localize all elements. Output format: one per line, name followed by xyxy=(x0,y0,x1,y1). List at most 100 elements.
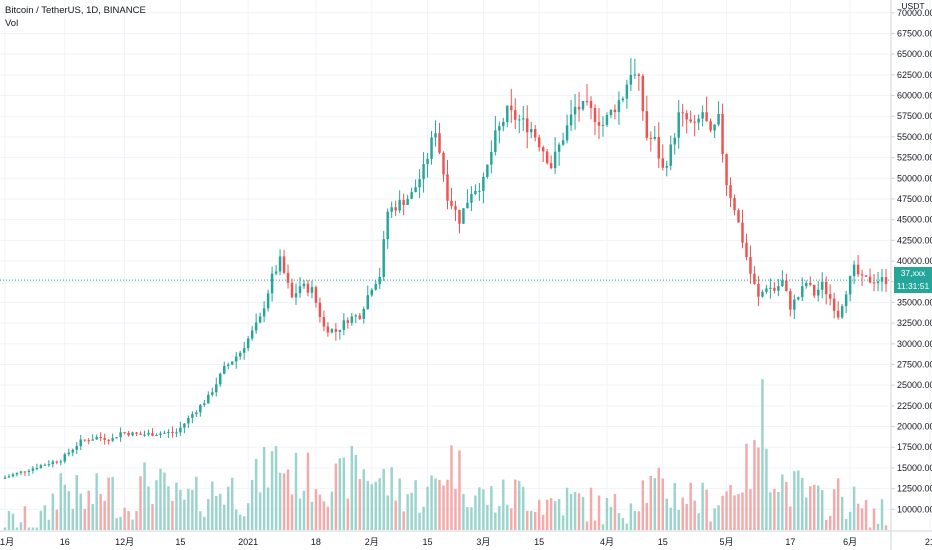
candle-body xyxy=(681,112,684,114)
volume-bar xyxy=(119,516,122,530)
volume-bar xyxy=(127,511,130,530)
volume-bar xyxy=(641,480,645,530)
volume-bar xyxy=(832,489,836,530)
volume-bar xyxy=(55,509,59,530)
candle-body xyxy=(820,281,824,290)
volume-bar xyxy=(541,514,545,530)
volume-bar xyxy=(211,481,214,530)
volume-bar xyxy=(836,478,840,530)
candle-body xyxy=(689,119,692,122)
candle-body xyxy=(593,107,597,122)
symbol-title[interactable]: Bitcoin / TetherUS, 1D, BINANCE xyxy=(5,5,146,16)
candle-body xyxy=(211,392,214,395)
price-tick-label: 15000.00 xyxy=(897,463,932,473)
volume-bar xyxy=(741,492,744,530)
volume-bar xyxy=(83,509,86,530)
candle-body xyxy=(330,329,334,333)
volume-bar xyxy=(422,506,425,530)
candle-body xyxy=(860,274,864,276)
volume-bar xyxy=(330,491,334,530)
price-tick-label: 55000.00 xyxy=(897,132,932,142)
volume-bar xyxy=(99,493,102,530)
time-tick-label: 21 xyxy=(925,537,932,547)
candle-body xyxy=(47,464,51,466)
volume-bar xyxy=(374,481,377,530)
volume-bar xyxy=(868,527,872,530)
volume-bar xyxy=(171,500,174,530)
candle-body xyxy=(697,118,700,123)
volume-bar xyxy=(438,479,441,530)
candle-body xyxy=(474,190,477,194)
volume-bar xyxy=(669,507,672,530)
candle-body xyxy=(362,308,366,319)
volume-bar xyxy=(585,521,589,530)
candle-body xyxy=(621,98,625,101)
volume-bar xyxy=(354,455,358,530)
candle-body xyxy=(514,110,517,120)
volume-bar xyxy=(298,498,302,530)
candle-body xyxy=(661,158,664,168)
candle-body xyxy=(462,208,465,224)
volume-bar xyxy=(549,498,553,530)
volume-bar xyxy=(880,499,884,530)
volume-bar xyxy=(3,527,7,530)
candle-body xyxy=(848,276,852,295)
volume-label[interactable]: Vol xyxy=(5,18,19,29)
candle-body xyxy=(525,118,529,133)
chart-grid xyxy=(0,0,931,531)
candle-body xyxy=(71,449,74,453)
volume-bar xyxy=(529,510,533,530)
volume-bar xyxy=(721,495,724,530)
volume-bar xyxy=(258,492,262,530)
countdown-tag: 11:31:51 xyxy=(894,280,932,294)
candle-body xyxy=(258,316,262,323)
volume-bar xyxy=(11,513,15,530)
candle-body xyxy=(601,124,605,126)
volume-bar xyxy=(701,482,704,530)
price-tick-label: 62500.00 xyxy=(897,70,932,80)
candle-body xyxy=(817,289,820,296)
volume-bar xyxy=(478,487,481,530)
candle-body xyxy=(302,283,306,287)
volume-bar xyxy=(557,498,561,530)
volume-bar xyxy=(179,489,182,530)
price-tick-label: 45000.00 xyxy=(897,215,932,225)
volume-bar xyxy=(270,451,274,530)
candle-body xyxy=(147,433,150,435)
volume-bar xyxy=(733,495,736,530)
volume-bar xyxy=(689,482,692,530)
volume-bar xyxy=(860,508,864,530)
candle-body xyxy=(677,112,680,138)
candle-body xyxy=(426,158,429,165)
price-tick-label: 57500.00 xyxy=(897,111,932,121)
volume-bar xyxy=(514,479,517,530)
candle-body xyxy=(745,242,748,258)
volume-bar xyxy=(446,479,449,530)
volume-bar xyxy=(382,468,385,530)
volume-bar xyxy=(19,522,23,530)
candle-body xyxy=(506,105,509,122)
volume-bar xyxy=(414,480,417,530)
volume-bar xyxy=(609,506,613,530)
candle-body xyxy=(669,144,672,166)
candle-body xyxy=(753,273,756,284)
candle-body xyxy=(713,124,716,131)
price-tick-label: 30000.00 xyxy=(897,339,932,349)
candle-body xyxy=(119,432,122,438)
volume-bar xyxy=(326,506,330,530)
volume-bar xyxy=(765,448,768,530)
volume-bar xyxy=(159,468,162,530)
candle-body xyxy=(625,84,629,99)
volume-bar xyxy=(334,463,338,530)
candle-body xyxy=(199,404,202,413)
volume-bar xyxy=(71,509,74,530)
volume-bar xyxy=(35,527,39,530)
candle-body xyxy=(378,276,381,285)
candle-body xyxy=(856,264,860,275)
volume-bar xyxy=(573,492,577,530)
candle-body xyxy=(11,474,15,477)
volume-bar xyxy=(294,452,298,530)
candle-body xyxy=(438,133,441,153)
